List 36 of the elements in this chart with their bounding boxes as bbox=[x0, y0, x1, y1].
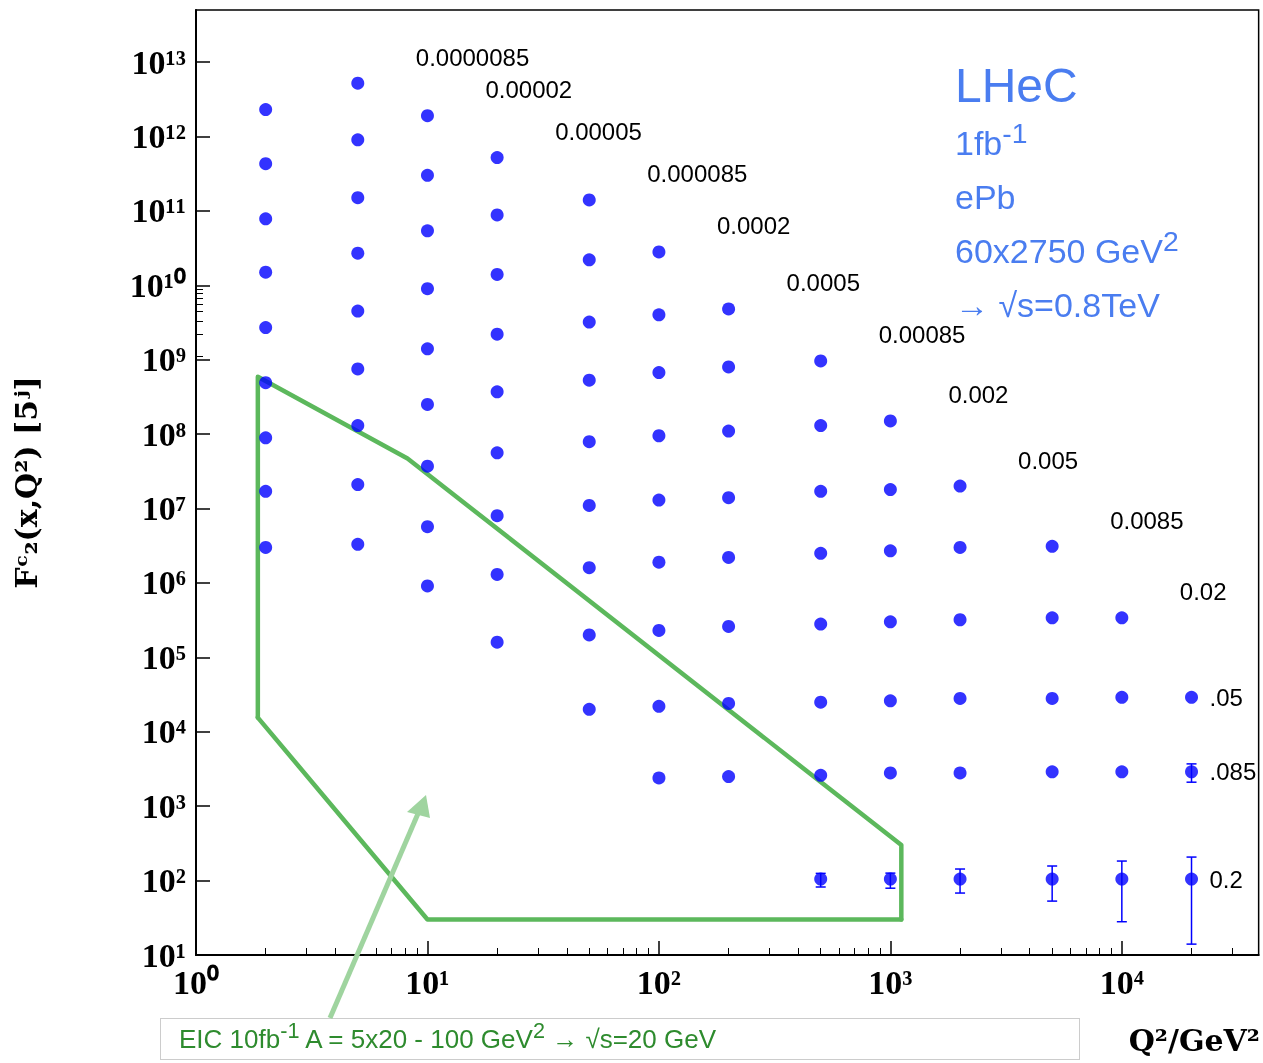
series-label: .085 bbox=[1209, 758, 1257, 786]
y-axis-title: Fᶜ₂(x,Q²) [5ʲ] bbox=[8, 376, 44, 589]
y-tick-label: 10⁷ bbox=[141, 490, 186, 528]
text: 0.0002 bbox=[716, 212, 791, 240]
y-tick-label: 10² bbox=[141, 862, 186, 900]
annotation: 1fb$^{-1}$ bbox=[955, 116, 1029, 164]
annotation: LHeC bbox=[955, 58, 1079, 114]
text: 0.00002 bbox=[485, 76, 573, 104]
y-tick-label: 10¹² bbox=[131, 117, 186, 155]
annotation: ePb bbox=[955, 177, 1017, 218]
text: 0.002 bbox=[948, 381, 1009, 409]
text: 0.000085 bbox=[647, 160, 748, 188]
x-tick-label: 10¹ bbox=[405, 963, 450, 1001]
y-tick-label: 10⁴ bbox=[141, 713, 186, 751]
y-tick-label: 10⁶ bbox=[141, 564, 186, 602]
y-tick-label: 10¹⁰ bbox=[129, 266, 186, 304]
text: 0.0005 bbox=[786, 269, 860, 297]
x-tick-label: 10³ bbox=[868, 963, 913, 1001]
series-label: .05 bbox=[1209, 683, 1243, 711]
text: 0.02 bbox=[1179, 578, 1227, 606]
text: EIC 10fb$^{-1}$ A = 5x20 - 100 GeV$^{2}$ → √s=20 GeV bbox=[160, 1018, 1080, 1060]
series-label: 0.2 bbox=[1209, 865, 1243, 893]
y-tick-label: 10¹¹ bbox=[131, 192, 186, 230]
annotation: 60x2750 GeV$^{2}$ bbox=[955, 224, 1179, 272]
y-tick-label: 10⁸ bbox=[141, 415, 186, 453]
y-tick-label: 10¹³ bbox=[131, 43, 186, 81]
y-tick-label: 10⁵ bbox=[141, 638, 186, 676]
y-tick-label: 10⁹ bbox=[141, 341, 186, 379]
x-axis-title: Q²/GeV² bbox=[1128, 1022, 1261, 1058]
x-tick-label: 10² bbox=[636, 963, 682, 1001]
text: 0.005 bbox=[1018, 446, 1079, 474]
y-tick-label: 10³ bbox=[141, 787, 186, 825]
text: 0.00005 bbox=[555, 118, 642, 146]
text: 0.0085 bbox=[1110, 506, 1184, 534]
text: 0.0000085 bbox=[415, 43, 530, 71]
x-tick-label: 10⁴ bbox=[1099, 963, 1144, 1001]
